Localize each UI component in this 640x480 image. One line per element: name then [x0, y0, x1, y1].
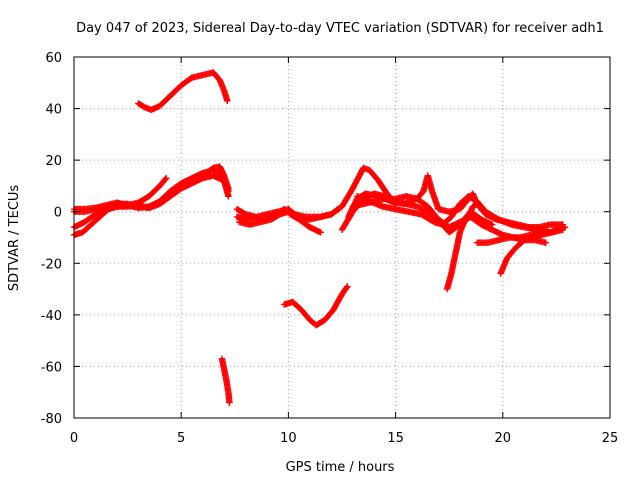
- data-point: [343, 284, 350, 291]
- data-point: [162, 175, 169, 183]
- series-pass-1: [135, 69, 231, 114]
- y-tick-label: -40: [41, 309, 62, 324]
- y-tick-label: 60: [45, 51, 62, 66]
- series-pass-17: [218, 355, 233, 406]
- x-tick-label: 15: [387, 431, 404, 446]
- data-point: [224, 97, 231, 105]
- data-series: [70, 69, 569, 406]
- y-tick-label: -80: [41, 412, 62, 427]
- grid-lines: [74, 57, 610, 418]
- x-tick-label: 0: [70, 431, 78, 446]
- series-pass-13: [443, 200, 567, 293]
- x-tick-label: 25: [602, 431, 619, 446]
- data-point: [344, 283, 351, 290]
- y-tick-label: 40: [45, 103, 62, 118]
- y-axis-label: SDTVAR / TECUs: [7, 185, 22, 292]
- x-tick-label: 5: [177, 431, 185, 446]
- data-point: [162, 174, 170, 182]
- data-point: [317, 229, 324, 236]
- plot-frame: [73, 56, 611, 419]
- x-tick-label: 10: [280, 431, 297, 446]
- y-tick-label: 0: [54, 206, 62, 221]
- series-pass-16: [280, 283, 351, 329]
- axis-ticks: 0 5 10 15 20 25 -80 -60 -40 -20 0 20 40 60: [41, 51, 619, 446]
- y-tick-label: 20: [45, 154, 62, 169]
- y-tick-label: -60: [41, 360, 62, 375]
- series-pass-15: [497, 226, 567, 277]
- x-tick-label: 20: [495, 431, 512, 446]
- data-point: [226, 399, 233, 406]
- data-point: [542, 239, 549, 246]
- chart-title: Day 047 of 2023, Sidereal Day-to-day VTE…: [76, 21, 604, 36]
- series-pass-8: [233, 164, 399, 221]
- series-pass-5: [70, 172, 232, 215]
- data-point: [225, 193, 232, 200]
- x-axis-label: GPS time / hours: [286, 460, 395, 475]
- y-tick-label: -20: [41, 257, 62, 272]
- data-point: [559, 226, 567, 233]
